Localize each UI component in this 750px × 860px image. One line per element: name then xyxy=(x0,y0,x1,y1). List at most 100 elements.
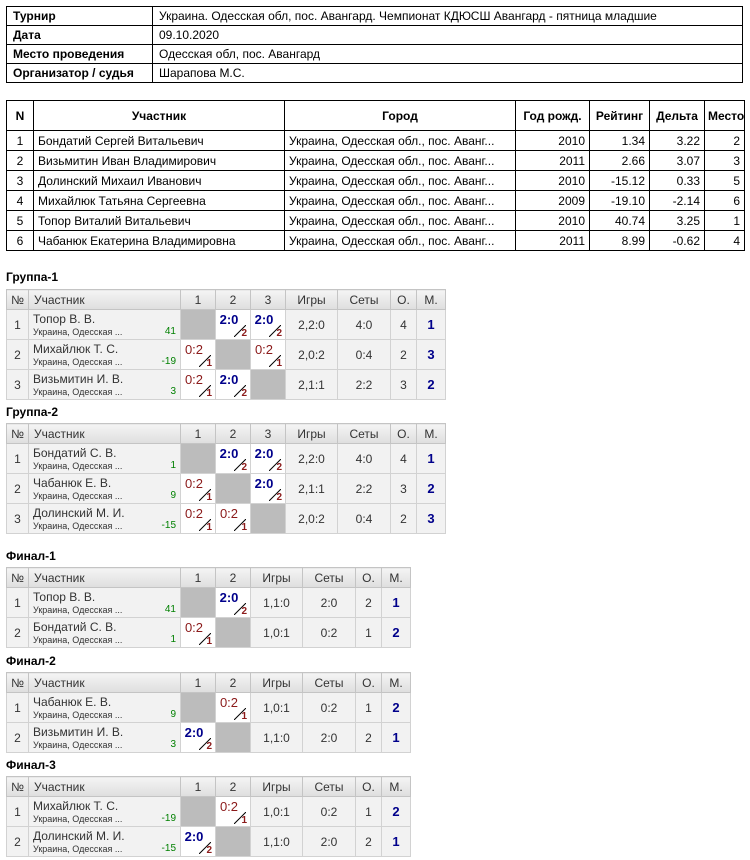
self-cell xyxy=(215,722,251,753)
col-header-points: О. xyxy=(355,776,382,797)
col-header-player: Участник xyxy=(28,776,181,797)
cell-name: Чабанюк Екатерина Владимировна xyxy=(33,230,285,251)
match-points: 2 xyxy=(206,741,212,752)
sets-cell: 2:0 xyxy=(302,722,356,753)
score-value: 2:0 xyxy=(219,590,239,605)
score: 2:0 2 xyxy=(181,723,215,752)
col-header-sets: Сеты xyxy=(302,776,356,797)
row-number: 2 xyxy=(6,473,29,504)
info-value: 09.10.2020 xyxy=(152,25,743,45)
match-result: 0:2 1 xyxy=(215,796,251,827)
group-table: № Участник 1 2 Игры Сеты О. М. 1 Михайлюк Т. С. Ук… xyxy=(6,776,411,857)
cell-year: 2010 xyxy=(515,170,590,191)
cell-place: 1 xyxy=(704,210,745,231)
score: 2:0 2 xyxy=(251,474,285,503)
player-name: Чабанюк Е. В. xyxy=(33,475,112,490)
score: 0:2 1 xyxy=(181,370,215,399)
player-name: Михайлюк Т. С. xyxy=(33,341,119,356)
col-header-place: М. xyxy=(381,567,411,588)
score: 0:2 1 xyxy=(216,693,250,722)
group-title: Группа-1 xyxy=(6,270,59,284)
score: 0:2 1 xyxy=(181,340,215,369)
sets-cell: 0:4 xyxy=(337,503,391,534)
match-points: 1 xyxy=(206,358,212,369)
cell-delta: 3.07 xyxy=(649,150,705,171)
score: 2:0 2 xyxy=(216,370,250,399)
slash-icon xyxy=(269,325,281,337)
col-header-points: О. xyxy=(390,289,417,310)
match-points: 1 xyxy=(241,815,247,826)
player-name: Долинский М. И. xyxy=(33,828,125,843)
group-header-row: № Участник 1 2 3 Игры Сеты О. М. xyxy=(6,289,446,310)
match-result: 2:0 2 xyxy=(250,443,286,474)
match-points: 2 xyxy=(276,462,282,473)
match-points: 1 xyxy=(206,522,212,533)
match-points: 2 xyxy=(241,606,247,617)
match-result: 2:0 2 xyxy=(215,587,251,618)
player-city: Украина, Одесская ... xyxy=(33,709,123,720)
player-sub: Украина, Одесская ... -15 xyxy=(33,843,176,855)
group-title: Финал-2 xyxy=(6,654,56,668)
place-cell: 2 xyxy=(381,692,411,723)
cell-year: 2010 xyxy=(515,130,590,151)
match-result: 0:2 1 xyxy=(215,503,251,534)
points-cell: 4 xyxy=(390,443,417,474)
score: 0:2 1 xyxy=(181,504,215,533)
col-header-place: М. xyxy=(416,289,446,310)
points-cell: 1 xyxy=(355,796,382,827)
info-key: Турнир xyxy=(6,6,153,26)
cell-city: Украина, Одесская обл., пос. Аванг... xyxy=(284,150,516,171)
player-cell: Топор В. В. Украина, Одесская ... 41 xyxy=(28,587,181,618)
col-header-place: М. xyxy=(381,672,411,693)
match-result: 0:2 1 xyxy=(215,692,251,723)
player-rating: 9 xyxy=(170,708,176,720)
sets-cell: 2:2 xyxy=(337,473,391,504)
tournament-info-table: Турнир Украина. Одесская обл, пос. Аванга… xyxy=(6,6,743,83)
player-city: Украина, Одесская ... xyxy=(33,460,123,471)
points-cell: 2 xyxy=(355,587,382,618)
player-city: Украина, Одесская ... xyxy=(33,520,123,531)
sets-cell: 2:2 xyxy=(337,369,391,400)
col-header-opponent: 1 xyxy=(180,776,216,797)
col-header-sets: Сеты xyxy=(337,423,391,444)
score: 0:2 1 xyxy=(216,504,250,533)
col-header-sets: Сеты xyxy=(302,567,356,588)
info-row: Организатор / судья Шарапова М.С. xyxy=(6,63,743,83)
cell-place: 5 xyxy=(704,170,745,191)
cell-n: 4 xyxy=(6,190,34,211)
points-cell: 1 xyxy=(355,692,382,723)
sets-cell: 4:0 xyxy=(337,309,391,340)
place-cell: 1 xyxy=(381,587,411,618)
match-points: 2 xyxy=(276,328,282,339)
player-cell: Бондатий С. В. Украина, Одесская ... 1 xyxy=(28,443,181,474)
score-value: 0:2 xyxy=(219,506,239,521)
player-cell: Топор В. В. Украина, Одесская ... 41 xyxy=(28,309,181,340)
col-header-place: М. xyxy=(381,776,411,797)
self-cell xyxy=(215,339,251,370)
match-result: 0:2 1 xyxy=(180,369,216,400)
cell-rating: 40.74 xyxy=(589,210,650,231)
group-title: Финал-3 xyxy=(6,758,56,772)
col-header-year: Год рожд. xyxy=(515,100,590,131)
games-cell: 2,0:2 xyxy=(285,503,338,534)
group-header-row: № Участник 1 2 3 Игры Сеты О. М. xyxy=(6,423,446,444)
match-result: 2:0 2 xyxy=(250,473,286,504)
match-points: 1 xyxy=(276,358,282,369)
row-number: 3 xyxy=(6,503,29,534)
group-header-row: № Участник 1 2 Игры Сеты О. М. xyxy=(6,776,411,797)
player-city: Украина, Одесская ... xyxy=(33,739,123,750)
info-key: Дата xyxy=(6,25,153,45)
place-cell: 2 xyxy=(381,796,411,827)
games-cell: 2,1:1 xyxy=(285,473,338,504)
group-table: № Участник 1 2 Игры Сеты О. М. 1 Топор В. В. Украи… xyxy=(6,567,411,648)
points-cell: 2 xyxy=(390,339,417,370)
player-rating: -15 xyxy=(161,519,176,531)
games-cell: 1,1:0 xyxy=(250,587,303,618)
points-cell: 3 xyxy=(390,369,417,400)
slash-icon xyxy=(234,325,246,337)
match-result: 2:0 2 xyxy=(215,443,251,474)
player-sub: Украина, Одесская ... 9 xyxy=(33,709,176,721)
row-number: 1 xyxy=(6,587,29,618)
player-rating: 1 xyxy=(170,459,176,471)
self-cell xyxy=(180,587,216,618)
